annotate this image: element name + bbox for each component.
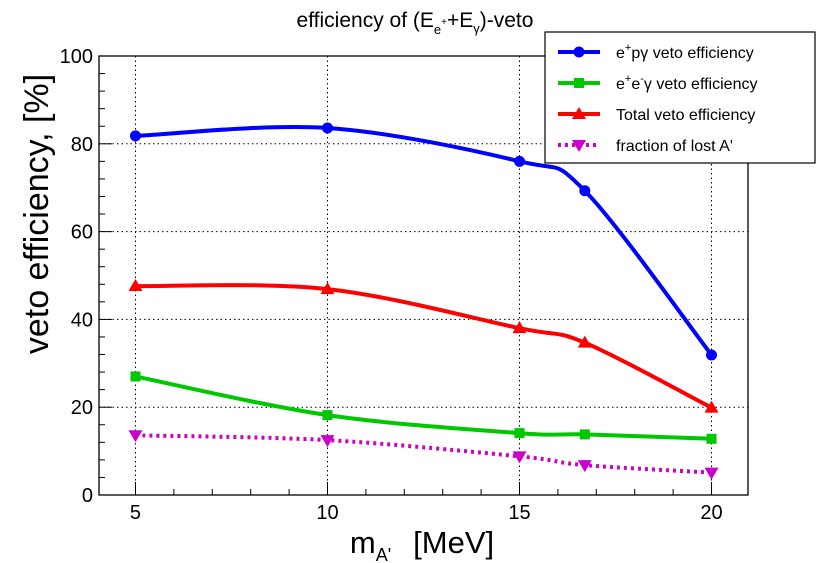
y-axis-label: veto efficiency, [%] bbox=[18, 74, 56, 354]
legend-marker-0 bbox=[573, 46, 585, 58]
plot-frame bbox=[98, 55, 749, 496]
legend-marker-2 bbox=[572, 107, 586, 119]
legend-marker-3 bbox=[572, 140, 586, 152]
y-tick-label: 60 bbox=[71, 222, 93, 244]
chart-title: efficiency of (Ee++Eγ)-veto bbox=[297, 9, 534, 37]
legend: e+pγ veto efficiency e+e-γ veto efficien… bbox=[544, 31, 816, 164]
x-axis-label: mA' [MeV] bbox=[350, 525, 494, 563]
data-point-1 bbox=[579, 429, 590, 440]
series-line-1 bbox=[133, 374, 714, 441]
data-point-2 bbox=[128, 279, 143, 292]
legend-marker-1 bbox=[574, 78, 584, 88]
series-line-2 bbox=[133, 283, 714, 410]
y-tick-label: 80 bbox=[71, 134, 93, 156]
data-point-0 bbox=[129, 130, 141, 142]
legend-label-3: fraction of lost A' bbox=[616, 138, 733, 155]
data-point-0 bbox=[706, 349, 718, 361]
axis-tick-labels: 5 10 15 20 0 20 40 60 80 100 bbox=[60, 46, 723, 524]
data-point-2 bbox=[512, 321, 527, 334]
data-point-0 bbox=[321, 122, 333, 134]
legend-items: e+pγ veto efficiency e+e-γ veto efficien… bbox=[558, 42, 757, 155]
series-curves bbox=[133, 125, 714, 475]
data-point-3 bbox=[128, 430, 143, 443]
y-tick-label: 0 bbox=[82, 485, 93, 507]
legend-label-1: e+e-γ veto efficiency bbox=[616, 73, 757, 93]
data-point-2 bbox=[704, 400, 719, 413]
y-tick-label: 40 bbox=[71, 309, 93, 331]
y-tick-label: 20 bbox=[71, 397, 93, 419]
axis-ticks bbox=[99, 55, 713, 496]
data-point-2 bbox=[577, 335, 592, 348]
data-point-1 bbox=[322, 410, 333, 421]
x-tick-label: 20 bbox=[700, 502, 722, 524]
x-tick-label: 5 bbox=[130, 502, 141, 524]
data-point-0 bbox=[579, 185, 591, 197]
data-point-3 bbox=[577, 460, 592, 473]
data-point-3 bbox=[512, 451, 527, 464]
legend-label-2: Total veto efficiency bbox=[616, 107, 755, 124]
data-point-1 bbox=[130, 371, 141, 382]
data-point-3 bbox=[320, 435, 335, 448]
series-line-3 bbox=[135, 433, 712, 475]
data-point-3 bbox=[704, 467, 719, 480]
x-tick-label: 10 bbox=[316, 502, 338, 524]
y-tick-label: 100 bbox=[60, 46, 93, 68]
data-point-1 bbox=[706, 433, 717, 444]
legend-label-0: e+pγ veto efficiency bbox=[616, 42, 754, 62]
data-point-0 bbox=[514, 155, 526, 167]
data-point-2 bbox=[320, 282, 335, 295]
x-tick-label: 15 bbox=[508, 502, 530, 524]
data-point-1 bbox=[514, 428, 525, 439]
series-markers bbox=[128, 122, 719, 480]
